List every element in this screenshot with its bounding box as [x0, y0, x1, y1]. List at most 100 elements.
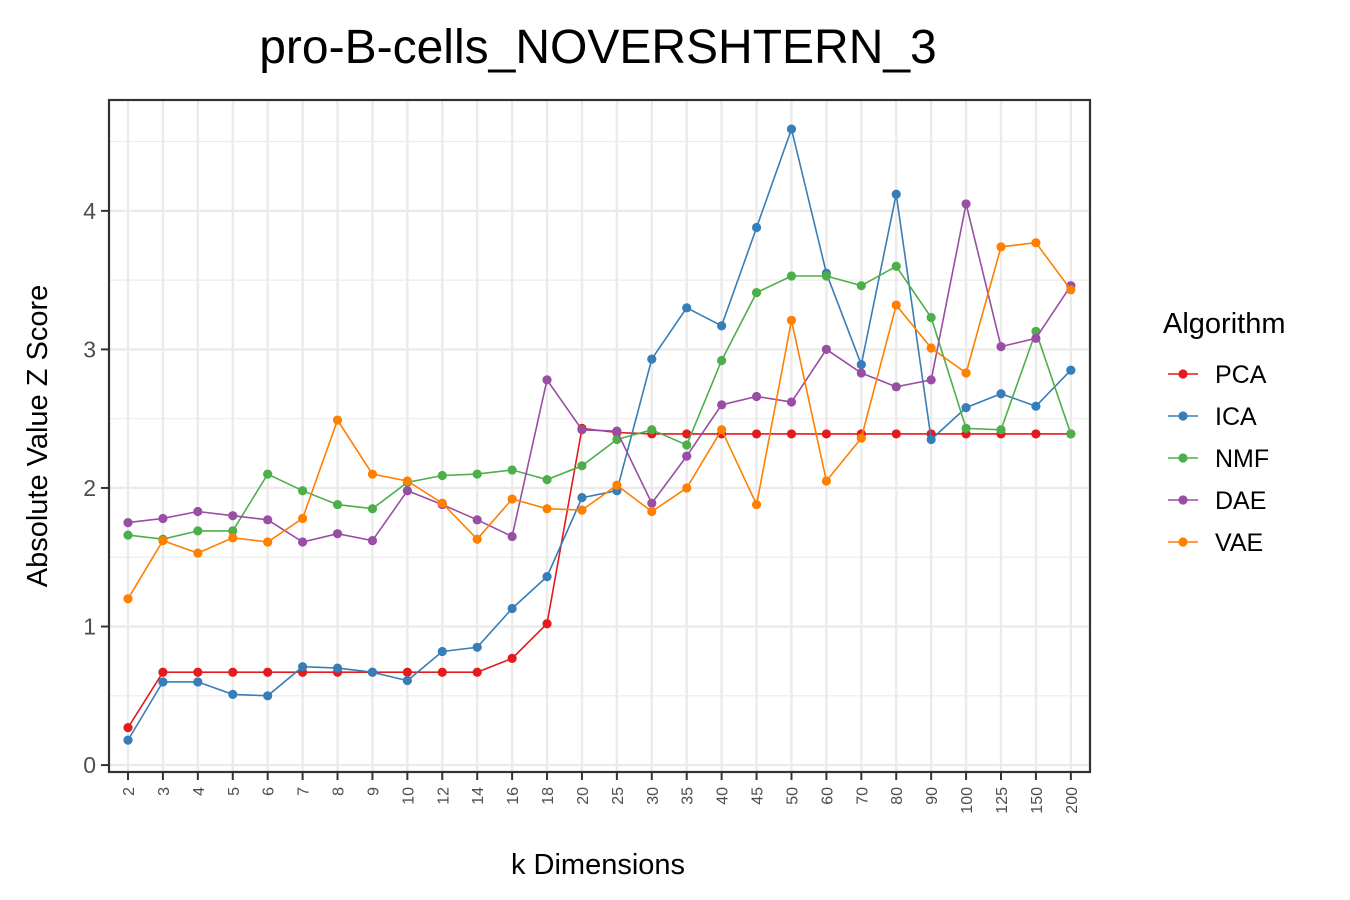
point-dae-90: [926, 375, 936, 385]
point-pca-4: [193, 667, 203, 677]
legend-label-vae: VAE: [1215, 529, 1263, 557]
point-dae-30: [647, 498, 657, 508]
y-tick-label: 1: [83, 614, 96, 640]
point-vae-5: [228, 533, 238, 543]
point-dae-40: [717, 400, 727, 410]
point-vae-35: [682, 483, 692, 493]
point-nmf-12: [437, 470, 447, 481]
series-ica: [123, 124, 1076, 745]
x-tick-label: 125: [994, 787, 1011, 814]
point-pca-6: [263, 667, 273, 677]
point-nmf-90: [926, 312, 936, 323]
y-tick-label: 3: [83, 336, 96, 362]
point-dae-125: [996, 342, 1006, 352]
point-ica-200: [1066, 365, 1076, 375]
x-tick-label: 16: [505, 787, 522, 805]
point-nmf-125: [996, 425, 1006, 435]
point-nmf-8: [332, 499, 343, 510]
y-tick-label: 4: [83, 198, 96, 224]
series-line-dae: [127, 203, 1072, 543]
point-vae-200: [1066, 285, 1076, 295]
point-nmf-40: [717, 355, 727, 366]
point-vae-3: [158, 536, 168, 546]
x-tick-label: 45: [750, 787, 767, 805]
x-tick-label: 9: [365, 787, 382, 796]
point-nmf-20: [577, 461, 587, 471]
point-pca-80: [891, 429, 901, 439]
legend-item-ica: ICA: [1168, 403, 1257, 431]
point-pca-3: [158, 667, 168, 677]
x-tick-label: 200: [1064, 787, 1081, 814]
point-nmf-5: [228, 526, 238, 536]
x-tick-label: 5: [226, 787, 243, 796]
point-ica-150: [1031, 401, 1041, 411]
point-ica-12: [437, 646, 447, 657]
legend-item-pca: PCA: [1168, 361, 1267, 389]
point-nmf-16: [507, 465, 517, 475]
plot-panel-border: [107, 98, 1092, 774]
point-nmf-80: [891, 261, 901, 271]
legend-item-vae: VAE: [1168, 529, 1263, 557]
point-vae-30: [647, 506, 657, 517]
point-vae-40: [717, 425, 727, 435]
point-vae-90: [926, 343, 936, 353]
point-ica-3: [158, 677, 168, 687]
x-tick-label: 6: [261, 787, 278, 796]
point-dae-80: [891, 382, 901, 392]
y-tick-label: 0: [83, 752, 96, 778]
point-vae-50: [786, 315, 797, 325]
x-tick-label: 30: [645, 787, 662, 805]
legend-key-point: [1178, 495, 1188, 505]
x-axis-label: k Dimensions: [511, 849, 685, 881]
series-dae: [123, 199, 1076, 547]
point-vae-8: [332, 415, 343, 425]
x-tick-label: 3: [156, 787, 173, 796]
y-axis-label: Absolute Value Z Score: [22, 285, 54, 588]
point-pca-10: [402, 667, 412, 677]
point-dae-50: [786, 397, 797, 407]
x-tick-label: 10: [400, 787, 417, 805]
point-ica-7: [298, 662, 308, 672]
point-vae-10: [402, 476, 412, 486]
point-vae-9: [367, 469, 378, 479]
point-ica-16: [507, 603, 517, 614]
point-dae-25: [612, 426, 622, 436]
x-tick-label: 40: [715, 787, 732, 805]
legend-key-point: [1178, 537, 1188, 547]
x-tick-label: 80: [889, 787, 906, 805]
point-ica-14: [472, 642, 482, 652]
point-pca-16: [507, 653, 517, 663]
x-tick-label: 25: [610, 787, 627, 805]
point-ica-18: [542, 572, 552, 582]
x-tick-label: 35: [680, 787, 697, 805]
legend-key-point: [1178, 369, 1188, 379]
x-tick-label: 2: [121, 787, 138, 796]
point-nmf-70: [856, 281, 866, 291]
point-ica-2: [123, 735, 133, 745]
point-vae-100: [961, 368, 971, 378]
point-ica-20: [577, 493, 587, 503]
series-layer: [123, 124, 1076, 745]
point-pca-150: [1031, 429, 1041, 439]
point-ica-4: [193, 677, 203, 687]
legend-label-pca: PCA: [1215, 361, 1267, 389]
point-nmf-50: [786, 271, 797, 281]
point-ica-100: [961, 402, 971, 413]
point-ica-8: [332, 663, 343, 673]
point-ica-40: [717, 321, 727, 331]
point-ica-9: [367, 667, 378, 677]
series-line-nmf: [127, 265, 1072, 541]
x-tick-label: 60: [819, 787, 836, 805]
point-vae-125: [996, 242, 1006, 252]
series-line-ica: [127, 126, 1072, 741]
point-vae-45: [751, 499, 762, 510]
point-pca-12: [437, 667, 447, 677]
legend-key-point: [1178, 411, 1188, 421]
point-nmf-100: [961, 423, 971, 433]
point-vae-12: [437, 498, 447, 508]
point-vae-150: [1031, 238, 1041, 248]
point-dae-6: [263, 515, 273, 525]
point-nmf-200: [1066, 429, 1076, 439]
grid: [109, 100, 1090, 772]
